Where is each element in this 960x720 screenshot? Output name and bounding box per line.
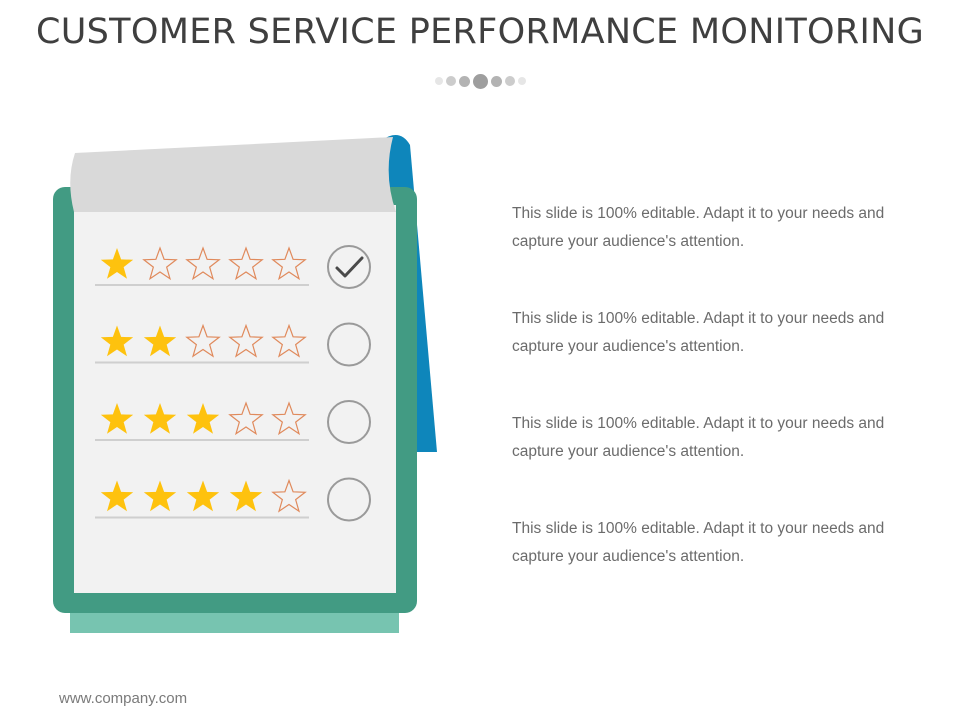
- page-curl: [70, 137, 396, 212]
- star-outline-icon: [185, 323, 221, 358]
- checkbox-checked: [327, 245, 371, 289]
- star-outline-icon: [271, 323, 307, 358]
- rating-row: [95, 477, 371, 522]
- description-text-2: This slide is 100% editable. Adapt it to…: [512, 310, 885, 355]
- star-outline-icon: [228, 323, 264, 358]
- dot: [517, 77, 526, 85]
- dot: [458, 75, 470, 87]
- rating-row: [95, 245, 371, 289]
- dot: [504, 76, 515, 86]
- dot: [445, 76, 456, 86]
- star-filled-icon: [100, 480, 134, 512]
- star-filled-icon: [100, 403, 134, 434]
- checkbox-empty: [327, 400, 371, 444]
- checkbox-empty: [327, 477, 371, 522]
- star-filled-icon: [100, 325, 134, 357]
- dot: [490, 75, 502, 87]
- rating-row: [95, 322, 371, 367]
- star-outline-icon: [271, 246, 307, 281]
- description-text-3: This slide is 100% editable. Adapt it to…: [512, 415, 885, 460]
- footer-url: www.company.com: [59, 690, 188, 707]
- checkmark-icon: [335, 256, 364, 278]
- star-filled-icon: [186, 480, 220, 512]
- star-outline-icon: [228, 246, 264, 281]
- dot: [434, 77, 443, 85]
- description-text-1: This slide is 100% editable. Adapt it to…: [512, 205, 885, 250]
- star-filled-icon: [229, 480, 263, 512]
- star-outline-icon: [271, 401, 307, 436]
- slide-title: CUSTOMER SERVICE PERFORMANCE MONITORING: [36, 12, 924, 52]
- paper-sheet: [74, 205, 396, 593]
- star-filled-icon: [143, 403, 177, 434]
- checkbox-empty: [327, 322, 371, 367]
- star-filled-icon: [186, 403, 220, 434]
- star-filled-icon: [143, 480, 177, 512]
- decorative-dots: [0, 72, 960, 90]
- rating-rows: [95, 245, 371, 522]
- star-filled-icon: [100, 248, 134, 279]
- star-filled-icon: [143, 325, 177, 357]
- star-outline-icon: [185, 246, 221, 281]
- rating-row: [95, 400, 371, 444]
- dot: [472, 73, 488, 89]
- star-outline-icon: [271, 478, 307, 513]
- description-text-4: This slide is 100% editable. Adapt it to…: [512, 520, 885, 565]
- star-outline-icon: [228, 401, 264, 436]
- star-outline-icon: [142, 246, 178, 281]
